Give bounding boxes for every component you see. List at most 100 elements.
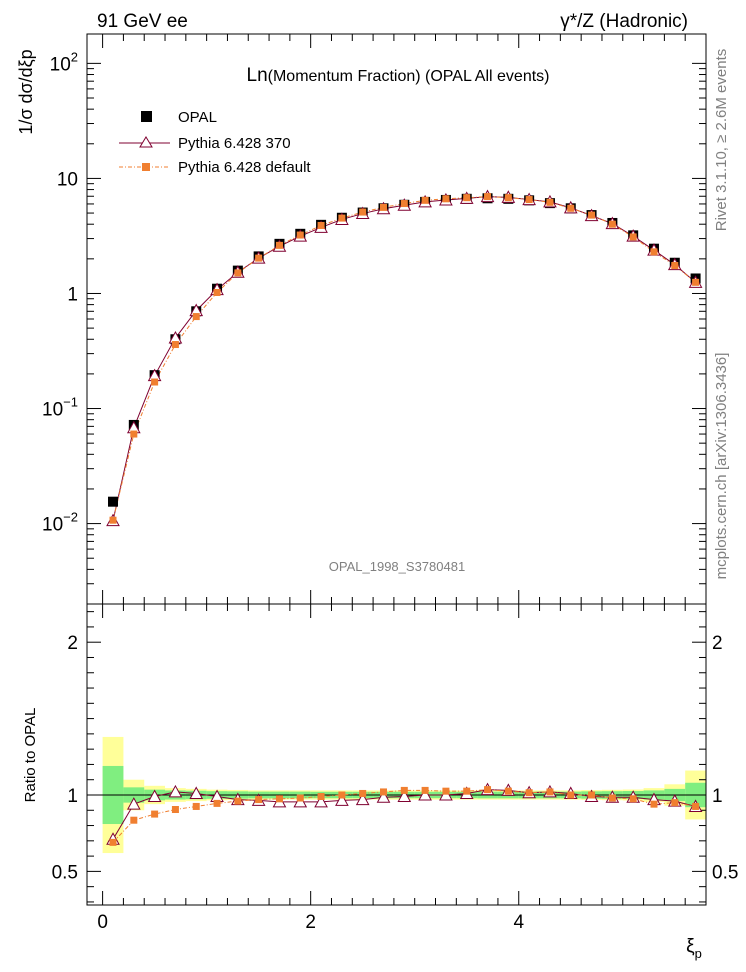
main-y-tick-label: 10−1 [42,395,78,421]
pythia-default-point [400,200,408,208]
pythia-default-point [275,241,283,249]
ratio-panel: 0.5 0.5 1 1 2 2 0 2 4 Ratio to OPAL ξp [22,603,739,961]
main-y-tick-label: 102 [50,49,78,75]
ratio-pythia-370-point [335,793,349,806]
pythia-default-point [379,203,387,211]
ratio-y-tick-label-right: 0.5 [712,862,738,883]
ratio-y-tick-label: 2 [67,633,78,654]
ratio-pythia-default-point [171,806,179,814]
ratio-y-tick-label: 0.5 [52,862,78,883]
ratio-frame [86,603,707,906]
pythia-default-point [130,430,138,438]
ratio-pythia-370-point [418,787,432,801]
pythia-default-point [442,195,450,203]
ratio-pythia-370-point [189,786,204,799]
pythia-default-point [359,208,367,216]
ratio-pythia-370-point [147,789,162,803]
main-y-tick-labels: 10−2 10−1 1 10 102 [42,49,78,535]
pythia-default-point [171,341,179,349]
main-y-axis-label-text: 1/σ dσ/dξp [16,49,36,134]
ratio-pythia-default-point [525,789,533,797]
ratio-pythia-default-point [671,799,679,807]
legend-p370-label: Pythia 6.428 370 [178,135,291,152]
legend-p370-marker [139,136,153,148]
x-tick-label: 0 [97,912,108,933]
header-left: 91 GeV ee [97,11,188,32]
pythia-default-point [608,220,616,228]
ratio-pythia-370-point [397,789,412,803]
pythia-default-point [338,214,346,222]
opal-point [108,496,119,507]
ratio-pythia-default-point [109,838,117,846]
ratio-pythia-default-point [296,794,304,802]
pythia-default-point [255,254,263,262]
ratio-pythia-370-point [168,784,183,798]
ratio-pythia-default-point [255,796,263,804]
ratio-pythia-default-point [379,788,387,796]
ratio-pythia-default-point [484,786,492,794]
pythia-default-point [192,313,200,321]
ratio-pythia-default-point [338,791,346,799]
ratio-tick-labels: 0.5 0.5 1 1 2 2 0 2 4 [52,633,739,933]
ratio-pythia-default-point [359,789,367,797]
pythia-default-point [629,233,637,241]
ratio-pythia-default-point [400,786,408,794]
main-series [106,189,703,527]
ratio-pythia-default-point [442,787,450,795]
pythia-default-point [463,194,471,202]
pythia-default-point [650,248,658,256]
main-y-axis-label: 1/σ dσ/dξp [16,49,36,134]
ratio-pythia-default-point [234,797,242,805]
ratio-pythia-default-point [463,787,471,795]
pythia-default-point [234,269,242,277]
ratio-pythia-default-point [130,816,138,824]
ratio-pythia-default-point [213,799,221,807]
main-y-tick-label: 1 [67,284,78,305]
pythia-default-point [671,262,679,270]
pythia-default-point [213,288,221,296]
ratio-y-tick-label: 1 [67,786,78,807]
ratio-pythia-370-point [126,797,141,810]
mcplots-label: mcplots.cern.ch [arXiv:1306.3436] [713,353,730,580]
watermark: OPAL_1998_S3780481 [329,559,465,574]
ratio-pythia-default-point [421,786,429,794]
ratio-series [106,782,703,846]
rivet-label: Rivet 3.1.10, ≥ 2.6M events [713,49,730,232]
ratio-pythia-default-point [151,810,159,818]
pythia-default-point [546,198,554,206]
pythia-default-point [484,193,492,201]
ratio-pythia-default-point [588,791,596,799]
pythia-default-point [567,204,575,212]
pythia-default-point [421,196,429,204]
ratio-pythia-default-point [629,795,637,803]
pythia-default-point [504,194,512,202]
pythia-default-point [109,516,117,524]
ratio-pythia-default-point [504,787,512,795]
ratio-pythia-370-point [376,790,391,803]
ratio-pythia-default-point [546,788,554,796]
ratio-pythia-default-point [317,793,325,801]
header-right: γ*/Z (Hadronic) [560,11,688,32]
x-axis-label: ξp [686,936,702,961]
x-tick-label: 2 [305,912,316,933]
main-title-prefix: Ln [247,65,268,86]
main-series-line [112,196,696,521]
ratio-pythia-370-point [355,792,370,806]
legend-opal-label: OPAL [178,109,217,126]
pythia-default-point [692,278,700,286]
ratio-pythia-default-point [608,794,616,802]
legend-pdef-marker [142,163,150,171]
ratio-pythia-default-point [692,802,700,810]
pythia-default-point [151,378,159,386]
main-y-tick-label: 10−2 [42,510,78,536]
main-title-rest: (Momentum Fraction) (OPAL All events) [268,68,550,85]
ratio-y-tick-label-right: 1 [712,786,723,807]
main-y-tick-label: 10 [57,169,78,190]
ratio-pythia-default-point [650,800,658,808]
main-title: Ln(Momentum Fraction) (OPAL All events) [247,65,550,86]
legend: OPAL Pythia 6.428 370 Pythia 6.428 defau… [119,109,311,176]
main-ticks [87,34,706,605]
legend-pdef-label: Pythia 6.428 default [178,159,311,176]
ratio-pythia-default-point [275,795,283,803]
